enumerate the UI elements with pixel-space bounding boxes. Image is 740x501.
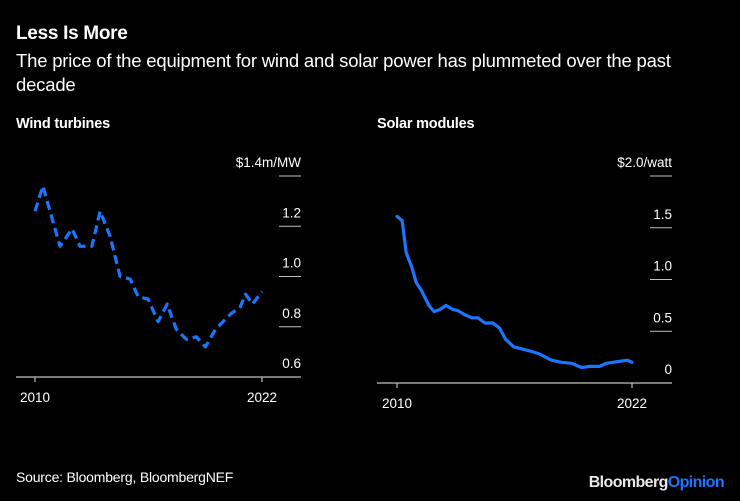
solar-data-point bbox=[411, 267, 414, 270]
solar-data-point bbox=[405, 251, 408, 254]
solar-ytick-label: 0.5 bbox=[653, 310, 672, 325]
source-note: Source: Bloomberg, BloombergNEF bbox=[16, 469, 234, 485]
solar-data-point bbox=[444, 304, 447, 307]
solar-data-point bbox=[396, 215, 399, 218]
brand-logo-opinion: Opinion bbox=[667, 474, 725, 491]
chart-title: Less Is More bbox=[16, 23, 128, 44]
wind-ytick-label: $1.4m/MW bbox=[236, 155, 302, 170]
solar-data-point bbox=[491, 321, 494, 324]
solar-data-point bbox=[433, 310, 436, 313]
solar-data-point bbox=[438, 308, 441, 311]
solar-data-point bbox=[538, 353, 541, 356]
wind-data-point bbox=[175, 328, 178, 331]
solar-data-point bbox=[427, 304, 430, 307]
solar-data-point bbox=[598, 365, 601, 368]
solar-data-point bbox=[476, 316, 479, 319]
solar-data-point bbox=[420, 288, 423, 291]
wind-ytick-label: 0.6 bbox=[282, 356, 301, 371]
wind-ytick-label: 1.0 bbox=[282, 256, 301, 271]
solar-data-point bbox=[512, 345, 515, 348]
solar-data-point bbox=[470, 316, 473, 319]
solar-ytick-label: 1.5 bbox=[653, 207, 672, 222]
wind-data-point bbox=[204, 345, 207, 348]
wind-data-point bbox=[137, 295, 140, 298]
wind-data-point bbox=[185, 338, 188, 341]
chart-subtitle: The price of the equipment for wind and … bbox=[16, 50, 671, 95]
wind-data-point bbox=[34, 210, 37, 213]
solar-data-point bbox=[483, 321, 486, 324]
solar-panel-title: Solar modules bbox=[377, 116, 475, 132]
wind-data-point bbox=[79, 245, 82, 248]
solar-data-point bbox=[605, 362, 608, 365]
wind-data-point bbox=[129, 278, 132, 281]
solar-data-point bbox=[528, 349, 531, 352]
wind-ytick-label: 0.8 bbox=[282, 306, 301, 321]
solar-data-point bbox=[550, 359, 553, 362]
solar-data-point bbox=[451, 308, 454, 311]
solar-ytick-label: 1.0 bbox=[653, 259, 672, 274]
wind-data-point bbox=[195, 335, 198, 338]
wind-data-point bbox=[71, 227, 74, 230]
wind-series-line bbox=[33, 184, 264, 349]
solar-series-line bbox=[395, 214, 634, 370]
wind-xtick-label: 2010 bbox=[20, 390, 50, 405]
wind-data-point bbox=[157, 320, 160, 323]
solar-data-point bbox=[588, 365, 591, 368]
solar-data-point bbox=[463, 313, 466, 316]
solar-data-point bbox=[626, 359, 629, 362]
solar-xtick-label: 2010 bbox=[382, 396, 412, 411]
solar-data-point bbox=[456, 309, 459, 312]
wind-ytick-label: 1.2 bbox=[282, 205, 301, 220]
solar-data-point bbox=[498, 327, 501, 330]
wind-data-point bbox=[244, 293, 247, 296]
solar-data-point bbox=[580, 366, 583, 369]
wind-data-point bbox=[229, 313, 232, 316]
wind-data-point bbox=[41, 185, 44, 188]
wind-data-point bbox=[214, 328, 217, 331]
solar-data-point bbox=[415, 281, 418, 284]
brand-logo-bloomberg: Bloomberg bbox=[588, 474, 669, 491]
wind-data-point bbox=[109, 235, 112, 238]
solar-data-point bbox=[504, 338, 507, 341]
wind-data-point bbox=[239, 305, 242, 308]
solar-data-point bbox=[401, 219, 404, 222]
wind-xtick-label: 2022 bbox=[247, 390, 277, 405]
wind-panel-title: Wind turbines bbox=[16, 116, 110, 132]
wind-chart: $1.4m/MW 1.2 1.0 0.8 0.6 2010 2022 bbox=[16, 155, 301, 405]
solar-ytick-label: 0 bbox=[664, 362, 672, 377]
solar-data-point bbox=[570, 362, 573, 365]
wind-data-point bbox=[166, 303, 169, 306]
solar-data-point bbox=[560, 361, 563, 364]
brand-logo: BloombergOpinion bbox=[588, 474, 725, 492]
wind-data-point bbox=[90, 245, 93, 248]
solar-chart: $2.0/watt 1.5 1.0 0.5 0 2010 2022 bbox=[377, 155, 672, 411]
solar-data-point bbox=[618, 360, 621, 363]
wind-data-point bbox=[261, 290, 264, 293]
wind-data-point bbox=[251, 303, 254, 306]
wind-data-point bbox=[147, 298, 150, 301]
wind-data-point bbox=[99, 210, 102, 213]
solar-data-point bbox=[631, 361, 634, 364]
wind-data-point bbox=[58, 245, 61, 248]
solar-ytick-label: $2.0/watt bbox=[617, 155, 672, 170]
solar-xtick-label: 2022 bbox=[617, 396, 647, 411]
wind-data-point bbox=[119, 275, 122, 278]
